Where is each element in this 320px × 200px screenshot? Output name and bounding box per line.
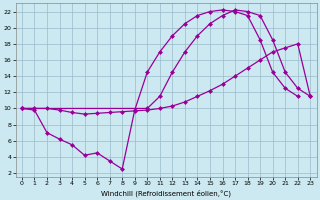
X-axis label: Windchill (Refroidissement éolien,°C): Windchill (Refroidissement éolien,°C) <box>101 189 231 197</box>
